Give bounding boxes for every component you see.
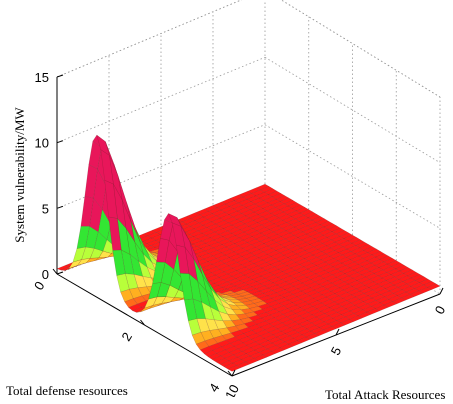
defense-tick-mark	[52, 268, 58, 275]
z-tick-label: 15	[35, 70, 49, 85]
z-tick-mark	[56, 74, 64, 78]
z-tick-label: 10	[35, 136, 49, 151]
attack-axis-label: Total Attack Resources	[325, 387, 446, 402]
vulnerability-surface	[56, 134, 441, 372]
z-tick-label: 0	[42, 267, 49, 282]
z-tick-label: 5	[42, 201, 49, 216]
attack-tick-label: 10	[222, 382, 242, 397]
attack-tick-label: 0	[432, 303, 449, 316]
attack-tick-mark	[231, 369, 236, 377]
defense-axis-line	[56, 273, 233, 377]
z-gridline-left	[56, 0, 243, 78]
surface-patch	[227, 365, 241, 372]
attack-tick-mark	[335, 328, 340, 336]
z-tick-mark	[56, 140, 64, 144]
z-axis-label: System vulnerability/MW	[12, 107, 27, 243]
attack-tick-mark	[439, 287, 444, 295]
defense-axis-label: Total defense resources	[6, 383, 128, 398]
z-tick-mark	[56, 205, 64, 209]
attack-axis-line	[231, 293, 441, 377]
defense-tick-label: 2	[118, 330, 135, 344]
z-tick-mark	[56, 271, 64, 275]
defense-tick-label: 4	[206, 381, 223, 395]
top-left-edge	[56, 0, 243, 78]
attack-tick-label: 5	[328, 344, 345, 357]
